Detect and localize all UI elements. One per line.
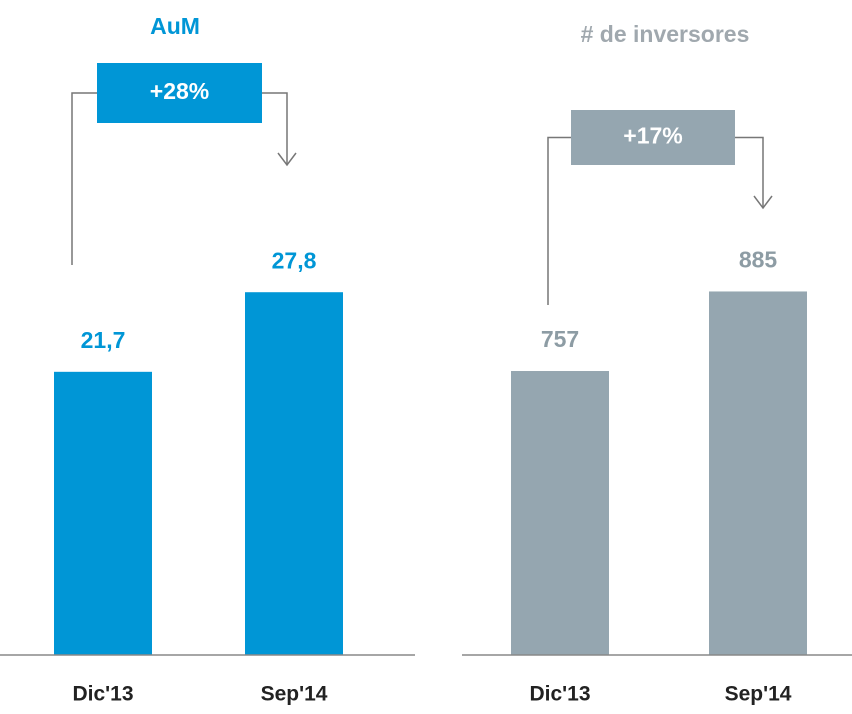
bar	[511, 371, 609, 655]
chart-title: # de inversores	[581, 21, 750, 47]
annotation-box	[97, 63, 262, 123]
annotation: +28%	[150, 78, 209, 104]
arrow-head	[753, 195, 773, 210]
bar	[54, 371, 152, 655]
x-tick-label: Sep'14	[725, 683, 792, 706]
value-label: 21,7	[81, 327, 126, 353]
annotation-box	[571, 110, 735, 165]
x-tick-label: Dic'13	[72, 683, 133, 706]
bar	[709, 291, 807, 655]
connector	[735, 136, 764, 208]
x-tick-label: Sep'14	[261, 683, 328, 706]
connector	[71, 92, 97, 265]
value-label: 757	[541, 326, 579, 352]
x-tick-label: Dic'13	[529, 683, 590, 706]
connector	[547, 136, 571, 305]
chart-title: AuM	[150, 13, 200, 39]
value-label: 27,8	[272, 247, 317, 273]
arrow-head	[277, 152, 297, 167]
bar	[245, 292, 343, 655]
connector	[262, 92, 288, 165]
value-label: 885	[739, 247, 778, 273]
annotation: +17%	[623, 123, 682, 149]
